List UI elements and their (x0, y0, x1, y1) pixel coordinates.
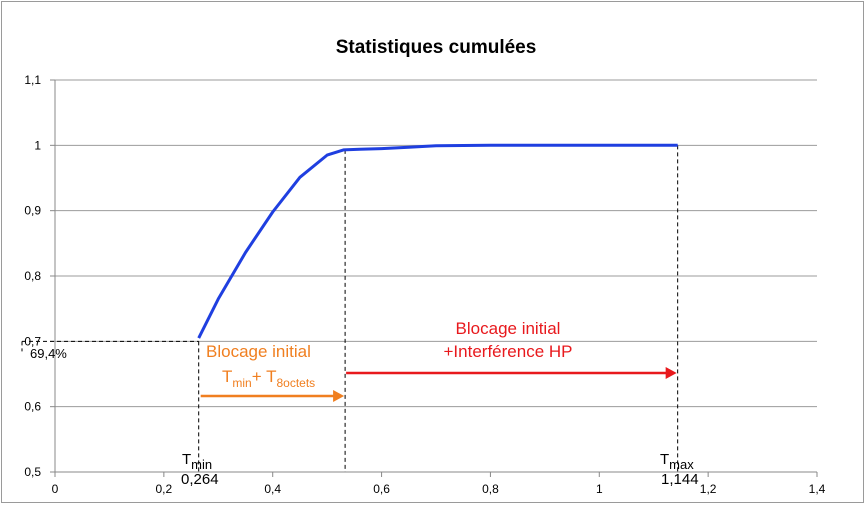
chart-title: Statistiques cumulées (336, 37, 537, 58)
x-tick-label: 0,4 (264, 482, 281, 496)
red-arrow-head (665, 367, 677, 379)
orange-annotation-formula: Tmin+ T8octets (222, 367, 315, 390)
x-tick-label: 1 (596, 482, 603, 496)
tmin-label: Tmin (182, 451, 212, 472)
tmax-label: Tmax (660, 451, 694, 472)
x-tick-label: 0,2 (156, 482, 173, 496)
data-series (197, 143, 678, 339)
percent-label: 69,4% (30, 346, 67, 361)
x-tick-label: 1,2 (700, 482, 717, 496)
y-tick-label: 0,9 (24, 204, 41, 218)
annotation-arrows (200, 367, 677, 402)
red-annotation-line2: +Interférence HP (444, 342, 573, 361)
y-tick-label: 1 (34, 138, 41, 152)
x-tick-label: 0,8 (482, 482, 499, 496)
y-tick-label: 1,1 (24, 73, 41, 87)
red-annotation-line1: Blocage initial (456, 319, 561, 338)
dashed-guides (21, 145, 679, 472)
y-tick-label: 0,8 (24, 269, 41, 283)
y-tick-label: 0,6 (24, 400, 41, 414)
x-tick-label: 0 (52, 482, 59, 496)
x-tick-label: 0,6 (373, 482, 390, 496)
orange-arrow-head (333, 390, 345, 402)
orange-annotation-label: Blocage initial (206, 342, 311, 361)
tmin-value: 0,264 (181, 471, 219, 488)
x-axis-ticks: 0 0,2 0,4 0,6 0,8 1 1,2 1,4 (52, 472, 826, 496)
y-tick-label: 0,5 (24, 465, 41, 479)
tmax-value: 1,144 (661, 471, 699, 488)
grid-lines (54, 79, 817, 473)
y-axis-ticks: 0,50,60,70,80,911,1 (24, 73, 55, 479)
series-line-0 (197, 143, 678, 339)
x-tick-label: 1,4 (809, 482, 826, 496)
